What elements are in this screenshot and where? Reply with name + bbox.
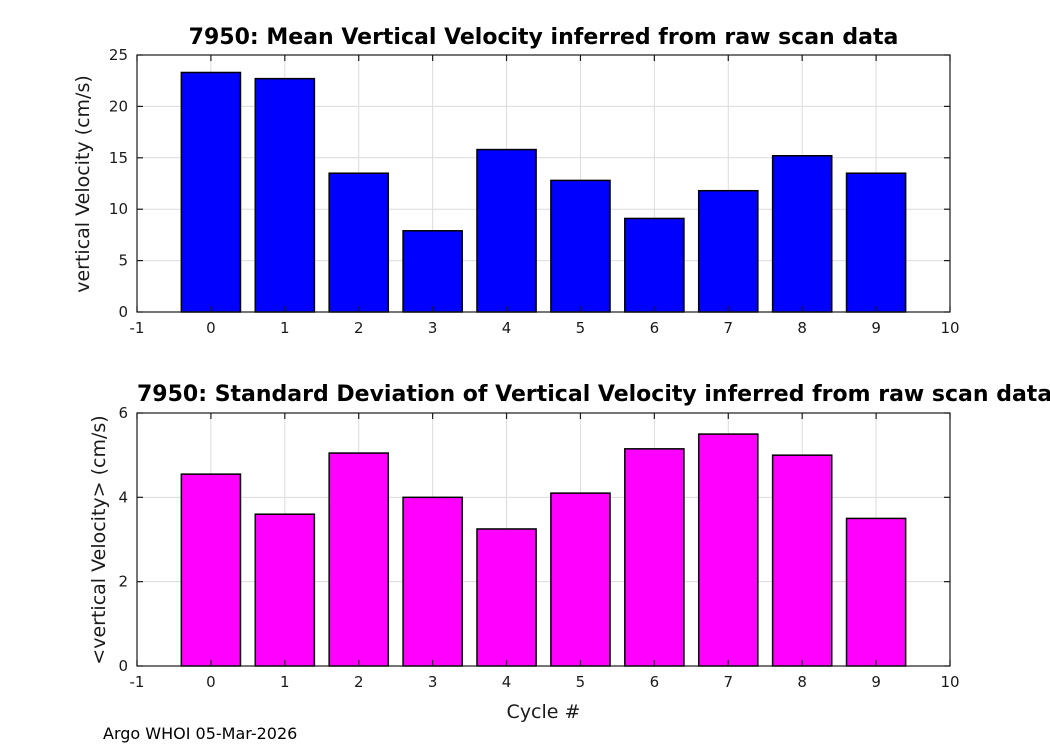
x-tick-label: 10: [940, 673, 959, 691]
chart2-title: 7950: Standard Deviation of Vertical Vel…: [137, 382, 1050, 407]
bar-cycle-0: [180, 473, 242, 667]
x-tick-label: -1: [130, 319, 145, 337]
bar-cycle-8: [771, 154, 833, 313]
y-tick-label: 0: [118, 303, 128, 321]
x-tick-label: 2: [354, 673, 364, 691]
x-tick-label: 4: [502, 319, 512, 337]
x-tick-label: 1: [280, 319, 290, 337]
x-tick-label: 4: [502, 673, 512, 691]
y-tick-label: 10: [109, 200, 128, 218]
y-tick-label: 0: [118, 657, 128, 675]
bar-cycle-6: [624, 217, 685, 313]
axes-frame: [136, 54, 951, 313]
bar-cycle-5: [550, 492, 611, 667]
bar-cycle-3: [402, 496, 463, 667]
x-tick-label: 9: [871, 319, 881, 337]
bar-cycle-6: [624, 448, 685, 667]
bar-cycle-4: [476, 148, 537, 313]
footer-text: Argo WHOI 05-Mar-2026: [103, 724, 298, 743]
y-tick-label: 25: [109, 46, 128, 64]
x-tick-label: 9: [871, 673, 881, 691]
bar-cycle-4: [476, 528, 537, 667]
x-tick-label: 7: [723, 673, 733, 691]
x-tick-label: 5: [576, 319, 586, 337]
chart1-title: 7950: Mean Vertical Velocity inferred fr…: [188, 25, 899, 50]
x-tick-label: 7: [723, 319, 733, 337]
bar-cycle-7: [697, 189, 759, 313]
bar-cycle-2: [328, 452, 390, 667]
x-tick-label: 6: [650, 319, 660, 337]
bar-cycle-3: [402, 230, 463, 313]
x-tick-label: 1: [280, 673, 290, 691]
y-tick-label: 6: [118, 404, 128, 422]
x-tick-label: 0: [206, 319, 216, 337]
bar-cycle-0: [180, 71, 242, 313]
x-tick-label: 5: [576, 673, 586, 691]
axes-frame: [136, 412, 951, 667]
bar-cycle-5: [550, 179, 611, 313]
x-tick-label: 3: [428, 673, 438, 691]
bar-cycle-7: [697, 433, 759, 667]
y-tick-label: 5: [118, 252, 128, 270]
bar-cycle-1: [254, 77, 316, 313]
bar-cycle-1: [254, 513, 316, 667]
x-tick-label: 8: [797, 673, 807, 691]
bar-cycle-9: [845, 172, 907, 313]
x-tick-label: 8: [797, 319, 807, 337]
x-tick-label: 3: [428, 319, 438, 337]
chart2-x-axis-label: Cycle #: [506, 701, 581, 723]
x-tick-label: 2: [354, 319, 364, 337]
chart1-y-axis-label: vertical Velocity (cm/s): [72, 75, 94, 293]
x-tick-label: -1: [130, 673, 145, 691]
y-tick-label: 20: [109, 97, 128, 115]
y-tick-label: 4: [118, 488, 128, 506]
chart2-y-axis-label: <vertical Velocity> (cm/s): [88, 415, 110, 665]
y-tick-label: 2: [118, 573, 128, 591]
y-tick-label: 15: [109, 149, 128, 167]
bar-cycle-2: [328, 172, 390, 313]
bar-cycle-9: [845, 517, 907, 667]
x-tick-label: 10: [940, 319, 959, 337]
x-tick-label: 0: [206, 673, 216, 691]
bar-cycle-8: [771, 454, 833, 667]
x-tick-label: 6: [650, 673, 660, 691]
